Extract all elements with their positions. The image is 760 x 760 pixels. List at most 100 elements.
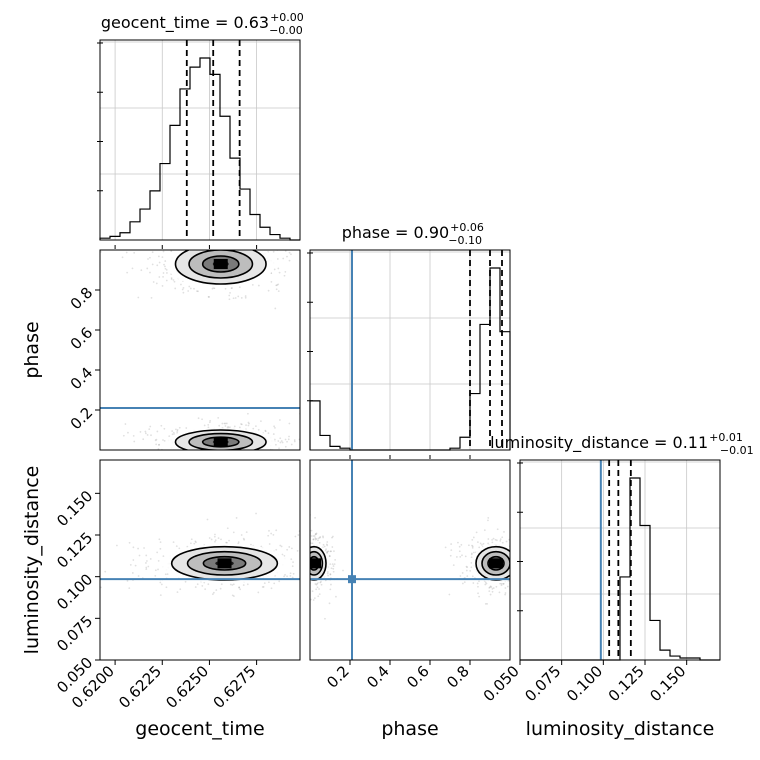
sample-point: [234, 247, 236, 249]
sample-point: [193, 287, 195, 290]
sample-point: [514, 558, 516, 560]
sample-point: [241, 455, 243, 457]
sample-point: [320, 580, 322, 583]
sample-point: [306, 594, 308, 596]
sample-point: [332, 588, 334, 590]
sample-point: [342, 569, 344, 572]
sample-point: [307, 557, 309, 559]
sample-point: [319, 581, 322, 584]
sample-point: [231, 584, 234, 586]
sample-point: [277, 283, 280, 286]
sample-point: [273, 582, 276, 585]
sample-point: [315, 583, 318, 586]
sample-point: [229, 426, 231, 429]
sample-point: [251, 284, 254, 286]
sample-point: [271, 453, 273, 455]
sample-point: [162, 272, 165, 274]
sample-point: [302, 549, 304, 551]
sample-point: [301, 604, 303, 606]
sample-point: [304, 569, 306, 571]
y-axis-luminosity_distance: 0.0500.0750.1000.1250.150luminosity_dist…: [21, 466, 100, 697]
sample-point: [300, 545, 302, 547]
sample-point: [121, 256, 124, 259]
sample-point: [470, 553, 473, 556]
sample-point: [284, 270, 287, 273]
sample-point: [297, 547, 299, 549]
sample-point: [227, 426, 229, 428]
sample-point: [173, 280, 176, 283]
sample-point: [142, 438, 145, 441]
sample-point: [212, 591, 215, 594]
sample-point: [240, 297, 243, 299]
contour-line: [174, 250, 267, 285]
sample-point: [259, 454, 261, 456]
sample-point: [306, 571, 308, 573]
sample-point: [328, 602, 331, 605]
sample-point: [463, 581, 466, 584]
sample-point: [163, 228, 165, 230]
sample-point: [302, 577, 304, 579]
sample-point: [314, 583, 317, 585]
sample-point: [154, 439, 157, 442]
sample-point: [315, 533, 317, 536]
sample-point: [182, 286, 185, 289]
sample-point: [472, 536, 475, 539]
title-upper-error: +0.00: [270, 11, 304, 24]
sample-point: [151, 263, 154, 266]
sample-point: [491, 590, 494, 593]
sample-point: [162, 452, 164, 454]
sample-point: [254, 456, 256, 458]
sample-point: [145, 562, 147, 564]
sample-point: [484, 581, 487, 584]
sample-point: [458, 545, 461, 548]
x-tick-label: 0.6250: [162, 662, 212, 712]
sample-point: [240, 452, 242, 454]
sample-point: [303, 584, 305, 586]
sample-point: [450, 543, 453, 545]
sample-point: [326, 550, 329, 553]
sample-point: [298, 574, 300, 576]
sample-point: [527, 571, 529, 573]
sample-point: [201, 585, 204, 587]
sample-point: [467, 544, 470, 547]
sample-point: [457, 541, 459, 544]
sample-point: [306, 566, 308, 568]
sample-point: [313, 535, 316, 537]
title-lower-error: −0.10: [448, 234, 482, 247]
panel-geocent_time-vs-luminosity_distance: [99, 459, 355, 661]
x-axis-label: geocent_time: [135, 718, 264, 740]
sample-point: [237, 458, 239, 460]
sample-point: [143, 547, 145, 549]
sample-point: [233, 595, 235, 598]
sample-point: [515, 550, 517, 552]
y-tick-label: 0.8: [67, 284, 97, 314]
sample-point: [325, 543, 328, 546]
sample-point: [353, 536, 355, 538]
sample-point: [301, 576, 303, 578]
contour-line: [310, 550, 324, 576]
sample-point: [281, 441, 284, 444]
sample-point: [530, 553, 532, 555]
sample-point: [128, 541, 131, 544]
sample-point: [318, 536, 321, 539]
inner-ticks: [114, 245, 258, 249]
sample-point: [207, 453, 209, 455]
sample-point: [215, 451, 217, 453]
sample-point: [476, 582, 479, 585]
sample-point: [464, 555, 467, 558]
sample-point: [176, 428, 179, 431]
sample-point: [298, 584, 300, 586]
sample-point: [326, 544, 329, 547]
sample-point: [314, 538, 317, 541]
sample-point: [523, 548, 525, 550]
sample-point: [295, 574, 297, 576]
density-peak: [489, 558, 503, 569]
sample-point: [308, 564, 310, 566]
sample-point: [231, 594, 234, 597]
sample-point: [283, 575, 286, 578]
panel-frame: [309, 459, 511, 661]
sample-point: [512, 563, 514, 565]
y-axis-label: phase: [21, 321, 43, 378]
sample-point: [271, 457, 273, 459]
sample-point: [161, 256, 164, 259]
